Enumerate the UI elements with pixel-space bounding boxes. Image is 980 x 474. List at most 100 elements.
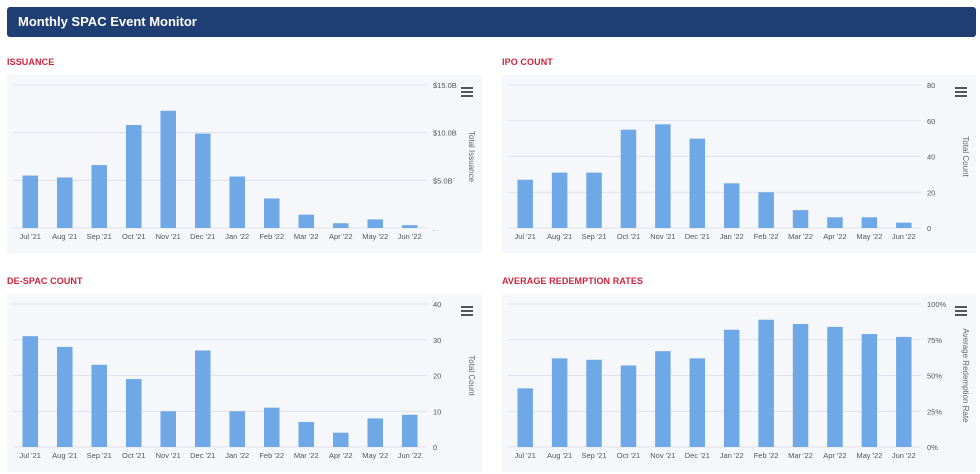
- issuance-xtick-label: May '22: [362, 232, 388, 241]
- issuance-y-axis-title: Total Issuance: [467, 131, 476, 183]
- issuance-bar[interactable]: [22, 175, 39, 228]
- issuance-bar[interactable]: [401, 225, 418, 228]
- issuance-xtick-label: Oct '21: [122, 232, 146, 241]
- issuance-xtick-label: Apr '22: [329, 232, 353, 241]
- de-spac-count-bar[interactable]: [332, 432, 349, 447]
- ipo-count-xtick-label: Aug '21: [547, 232, 572, 241]
- ipo-count-bar[interactable]: [620, 129, 637, 228]
- ipo-count-title: IPO COUNT: [502, 57, 553, 67]
- average-redemption-rates-bar[interactable]: [723, 329, 740, 447]
- de-spac-count-bar[interactable]: [125, 379, 142, 447]
- de-spac-count-xtick-label: Nov '21: [156, 451, 181, 460]
- de-spac-count-menu-icon[interactable]: [461, 306, 473, 316]
- de-spac-count-bar[interactable]: [298, 421, 315, 447]
- ipo-count-bar[interactable]: [517, 179, 533, 228]
- ipo-count-bar[interactable]: [827, 217, 843, 228]
- de-spac-count-bar[interactable]: [160, 411, 177, 447]
- average-redemption-rates-bar[interactable]: [620, 365, 637, 447]
- de-spac-count-ytick-label: 20: [433, 372, 441, 381]
- issuance-bar[interactable]: [263, 198, 280, 228]
- issuance-bar[interactable]: [91, 165, 108, 228]
- ipo-count-menu-icon[interactable]: [955, 87, 967, 97]
- average-redemption-rates-bar[interactable]: [689, 358, 706, 447]
- average-redemption-rates-ytick-label: 75%: [927, 336, 942, 345]
- issuance-bar[interactable]: [194, 133, 211, 228]
- issuance-bar[interactable]: [125, 125, 142, 228]
- issuance-xtick-label: Nov '21: [156, 232, 181, 241]
- average-redemption-rates-xtick-label: Jan '22: [720, 451, 744, 460]
- de-spac-count-bar[interactable]: [263, 407, 280, 447]
- ipo-count-chart: 0 20 40 60 80 Total Count Jul '21 Aug '21 Sep '2…: [502, 75, 976, 253]
- ipo-count-bar[interactable]: [758, 192, 774, 228]
- issuance-xtick-label: Jun '22: [398, 232, 422, 241]
- average-redemption-rates-xtick-label: May '22: [856, 451, 882, 460]
- average-redemption-rates-ytick-label: 25%: [927, 407, 942, 416]
- issuance-xtick-label: Sep '21: [87, 232, 112, 241]
- ipo-count-ytick-label: 60: [927, 117, 935, 126]
- ipo-count-xtick-label: Dec '21: [685, 232, 710, 241]
- average-redemption-rates-chart-svg: 0% 25% 50% 75% 100% Average Redemption Rate Ju…: [508, 300, 970, 460]
- ipo-count-bar[interactable]: [655, 124, 671, 228]
- issuance-ytick-label: $10.0B: [433, 129, 457, 138]
- ipo-count-bar[interactable]: [551, 172, 568, 228]
- average-redemption-rates-bar[interactable]: [551, 358, 568, 447]
- average-redemption-rates-xtick-label: Aug '21: [547, 451, 572, 460]
- issuance-bar[interactable]: [160, 110, 177, 228]
- issuance-bar[interactable]: [367, 219, 384, 228]
- issuance-bar[interactable]: [332, 223, 349, 228]
- ipo-count-xtick-label: Oct '21: [617, 232, 641, 241]
- ipo-count-xtick-label: Jan '22: [720, 232, 744, 241]
- average-redemption-rates-xtick-label: Dec '21: [685, 451, 710, 460]
- average-redemption-rates-bar[interactable]: [896, 336, 912, 447]
- average-redemption-rates-menu-icon[interactable]: [955, 306, 967, 316]
- average-redemption-rates-bar[interactable]: [655, 351, 671, 447]
- ipo-count-xtick-label: Jun '22: [892, 232, 916, 241]
- de-spac-count-chart-svg: 0 10 20 30 40 Total Count Jul '21 Aug '21 Sep '2…: [13, 300, 476, 460]
- issuance-menu-icon[interactable]: [461, 87, 473, 97]
- ipo-count-bar[interactable]: [689, 138, 706, 228]
- de-spac-count-xtick-label: Jun '22: [398, 451, 422, 460]
- de-spac-count-ytick-label: 30: [433, 336, 441, 345]
- average-redemption-rates-xtick-label: Nov '21: [650, 451, 675, 460]
- issuance-chart: . $5.0B $10.0B $15.0B Total Issuance Jul '21 A…: [7, 75, 482, 253]
- de-spac-count-bar[interactable]: [56, 346, 73, 447]
- ipo-count-bar[interactable]: [896, 222, 912, 228]
- average-redemption-rates-xtick-label: Jul '21: [514, 451, 535, 460]
- average-redemption-rates-ytick-label: 0%: [927, 443, 938, 452]
- average-redemption-rates-bar[interactable]: [758, 319, 774, 447]
- de-spac-count-bar[interactable]: [91, 364, 108, 447]
- ipo-count-bar[interactable]: [586, 172, 602, 228]
- ipo-count-bar[interactable]: [723, 183, 740, 228]
- de-spac-count-bar[interactable]: [22, 336, 39, 447]
- de-spac-count-xtick-label: Oct '21: [122, 451, 146, 460]
- ipo-count-ytick-label: 20: [927, 188, 935, 197]
- issuance-xtick-label: Feb '22: [259, 232, 284, 241]
- de-spac-count-bar[interactable]: [194, 350, 211, 447]
- ipo-count-xtick-label: Mar '22: [788, 232, 813, 241]
- ipo-count-ytick-label: 80: [927, 81, 935, 90]
- average-redemption-rates-xtick-label: Apr '22: [823, 451, 847, 460]
- issuance-xtick-label: Aug '21: [52, 232, 77, 241]
- ipo-count-y-axis-title: Total Count: [961, 136, 970, 177]
- issuance-bar[interactable]: [56, 177, 73, 228]
- average-redemption-rates-bar[interactable]: [517, 388, 533, 447]
- de-spac-count-xtick-label: May '22: [362, 451, 388, 460]
- issuance-bar[interactable]: [229, 176, 246, 228]
- ipo-count-bar[interactable]: [861, 217, 878, 228]
- page-header: Monthly SPAC Event Monitor: [7, 7, 976, 37]
- average-redemption-rates-bar[interactable]: [827, 326, 843, 447]
- issuance-bar[interactable]: [298, 214, 315, 228]
- average-redemption-rates-bar[interactable]: [792, 324, 809, 447]
- average-redemption-rates-bar[interactable]: [586, 359, 602, 447]
- de-spac-count-bar[interactable]: [229, 411, 246, 447]
- average-redemption-rates-bar[interactable]: [861, 334, 878, 447]
- ipo-count-ytick-label: 40: [927, 153, 935, 162]
- issuance-ytick-label: $5.0B: [433, 176, 453, 185]
- issuance-xtick-label: Mar '22: [294, 232, 319, 241]
- ipo-count-bar[interactable]: [792, 210, 809, 228]
- de-spac-count-bar[interactable]: [367, 418, 384, 447]
- average-redemption-rates-ytick-label: 100%: [927, 300, 947, 309]
- ipo-count-xtick-label: Feb '22: [754, 232, 779, 241]
- average-redemption-rates-ytick-label: 50%: [927, 372, 942, 381]
- de-spac-count-bar[interactable]: [401, 414, 418, 447]
